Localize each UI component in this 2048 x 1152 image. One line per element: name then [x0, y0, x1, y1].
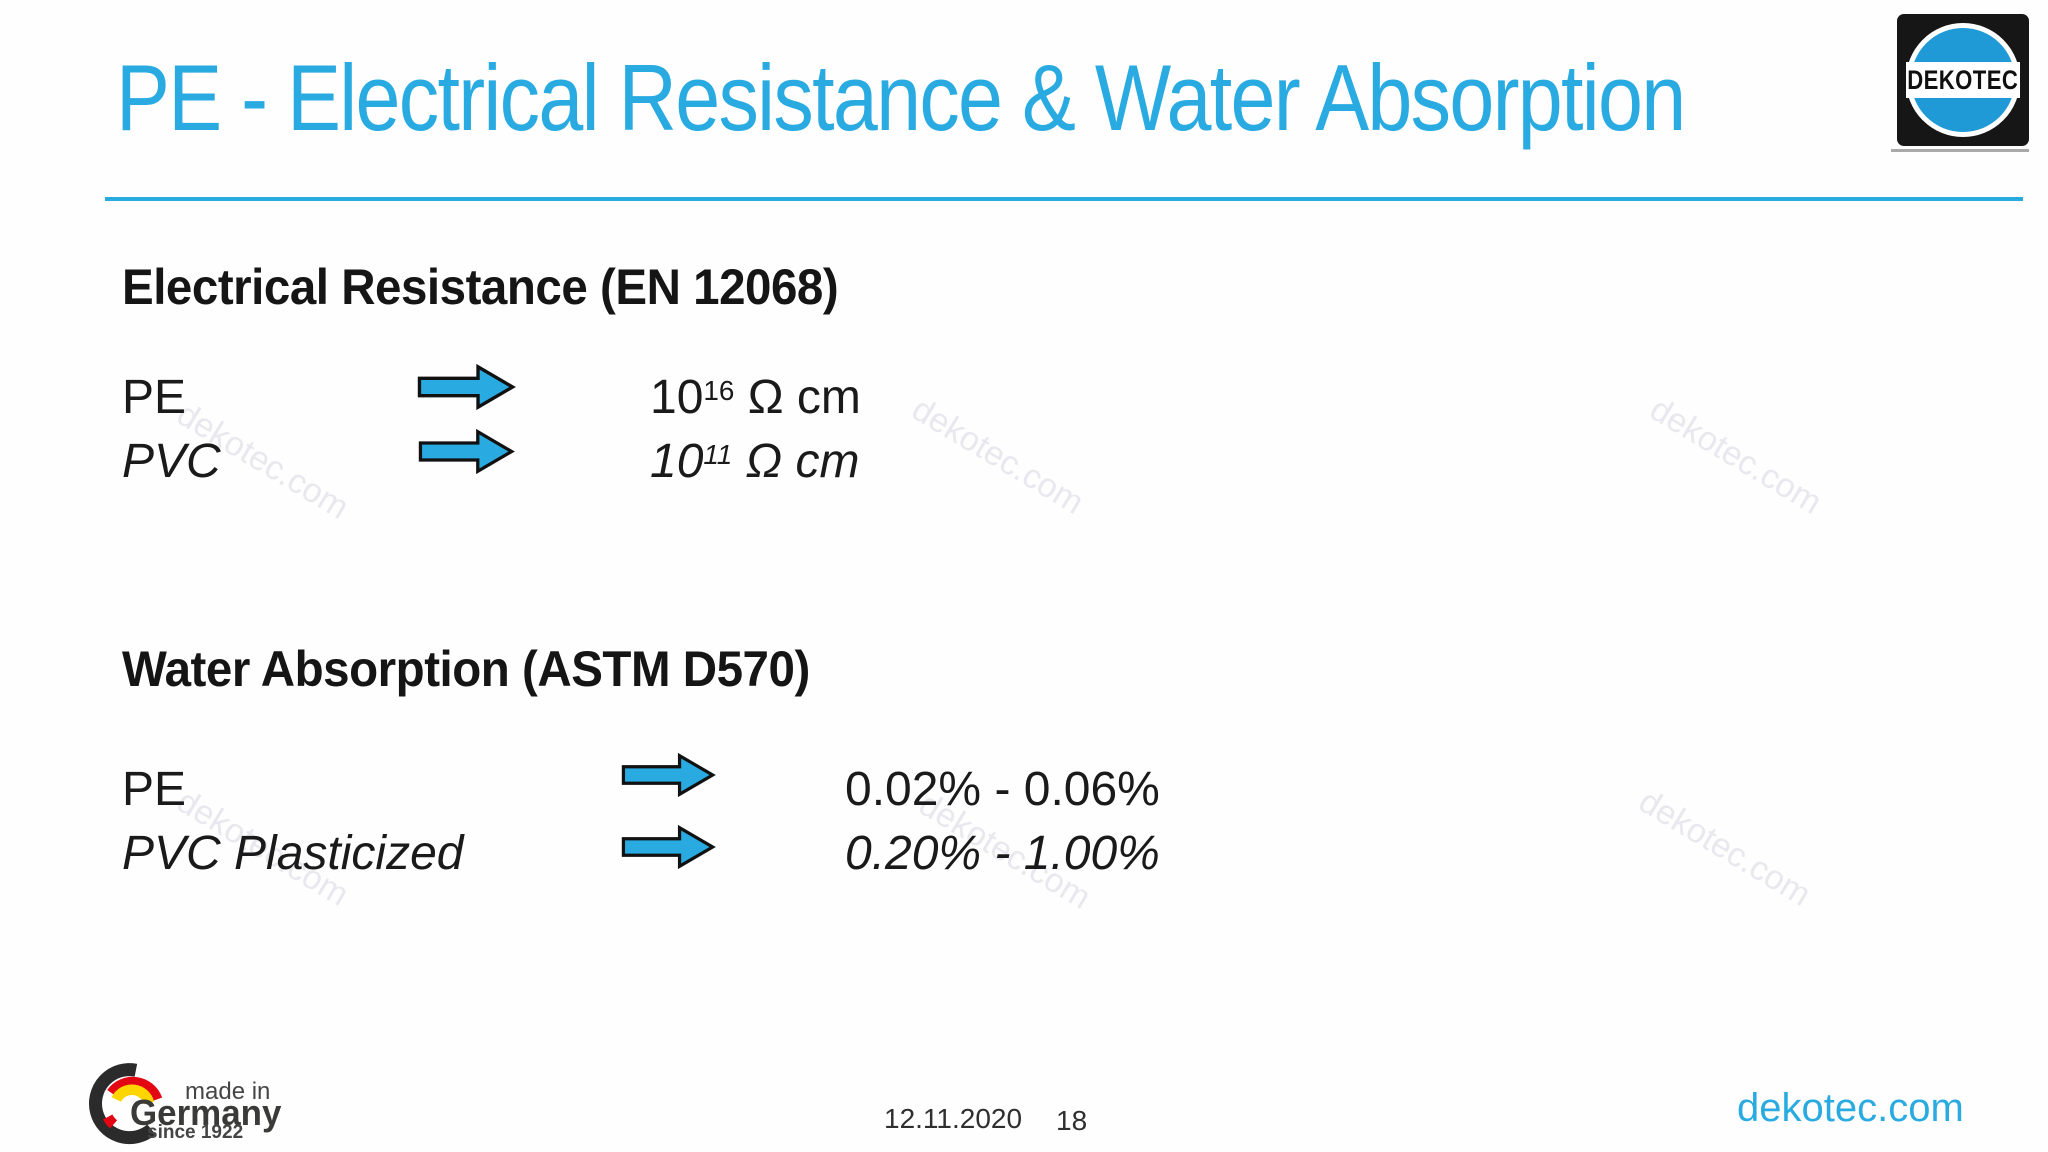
value-base: 10	[650, 371, 704, 424]
row-label-pe: PE	[122, 763, 187, 816]
watermark: dekotec.com	[1632, 782, 1818, 914]
value-exponent: 11	[703, 439, 733, 471]
arrow-right-icon	[621, 752, 716, 798]
watermark: dekotec.com	[905, 390, 1091, 522]
section-heading-water-absorption: Water Absorption (ASTM D570)	[122, 641, 810, 697]
slide-title: PE - Electrical Resistance & Water Absor…	[116, 45, 1686, 150]
germany-text: Germany	[130, 1092, 282, 1133]
value-unit: Ω cm	[734, 371, 861, 424]
value-base: 10	[650, 435, 704, 488]
arrow-right-icon	[621, 824, 716, 870]
made-in-text: made in	[185, 1078, 271, 1105]
dekotec-logo-band: DEKOTEC	[1906, 62, 2020, 98]
section-heading-electrical-resistance: Electrical Resistance (EN 12068)	[122, 259, 839, 315]
dekotec-logo-text: DEKOTEC	[1907, 64, 2019, 95]
made-in-germany-logo: made in Germany since 1922	[80, 1050, 300, 1150]
dekotec-logo-underline	[1891, 149, 2029, 152]
row-value-pe-resistance: 1016 Ω cm	[650, 371, 861, 425]
arrow-right-icon	[418, 428, 515, 475]
row-value-pvc-absorption: 0.20% - 1.00%	[845, 827, 1160, 880]
row-label-pe: PE	[122, 371, 187, 424]
row-value-pe-absorption: 0.02% - 0.06%	[845, 763, 1160, 816]
row-value-pvc-resistance: 1011 Ω cm	[650, 435, 860, 489]
watermark: dekotec.com	[1643, 390, 1829, 522]
slide-date: 12.11.2020	[884, 1103, 1023, 1134]
row-label-pvc: PVC	[122, 435, 221, 488]
since-1922-text: since 1922	[147, 1122, 244, 1143]
row-label-pvc-plasticized: PVC Plasticized	[122, 827, 464, 880]
arrow-right-icon	[417, 363, 516, 411]
dekotec-logo: DEKOTEC	[1897, 14, 2029, 146]
value-unit: Ω cm	[732, 435, 860, 488]
title-divider	[105, 197, 2023, 201]
dekotec-website-link[interactable]: dekotec.com	[1737, 1086, 1964, 1130]
value-exponent: 16	[703, 375, 735, 407]
page-number: 18	[1056, 1105, 1088, 1136]
germany-arcs-icon	[89, 1063, 163, 1145]
